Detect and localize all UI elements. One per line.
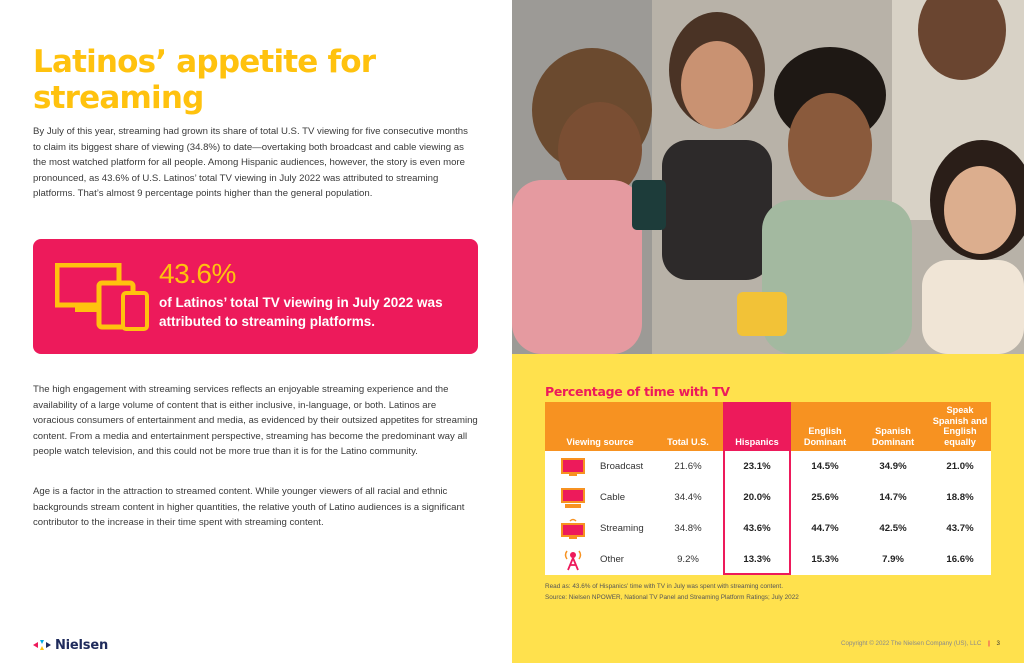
viewing-table: Viewing source Total U.S. Hispanics Engl… [545,402,991,575]
cell-total-us: 34.8% [674,523,702,534]
page-title: Latinos’ appetite for streaming [33,44,376,116]
header-english-dominant: English Dominant [803,426,847,447]
header-spanish-dominant: Spanish Dominant [871,426,915,447]
cell-hispanics: 43.6% [743,523,771,534]
stat-callout: 43.6% of Latinos’ total TV viewing in Ju… [33,239,478,354]
hero-photo [512,0,1024,354]
cell-speak-both: 21.0% [946,461,974,472]
header-speak-both: Speak Spanish and English equally [932,405,988,447]
table-title: Percentage of time with TV [545,384,730,399]
tv-broadcast-icon [561,458,585,476]
table-row-cable: Cable 34.4% 20.0% 25.6% 14.7% 18.8% [545,482,991,513]
engagement-paragraph: The high engagement with streaming servi… [33,384,478,458]
friends-photo-illustration [512,0,1024,354]
row-label: Streaming [600,523,644,534]
copyright-text: Copyright © 2022 The Nielsen Company (US… [841,640,982,647]
header-viewing-source: Viewing source [566,436,634,447]
source-note: Source: Nielsen NPOWER, National TV Pane… [545,594,799,601]
copyright-footer: Copyright © 2022 The Nielsen Company (US… [841,640,1000,647]
header-col-spanish: Spanish Dominant [861,402,925,451]
cell-hispanics: 20.0% [743,492,771,503]
antenna-icon [564,550,582,571]
cell-total-us: 21.6% [674,461,702,472]
read-as-note: Read as: 43.6% of Hispanics’ time with T… [545,583,783,590]
cell-spanish-dominant: 34.9% [879,461,907,472]
footer-divider: | [988,640,990,647]
cell-speak-both: 18.8% [946,492,974,503]
cell-spanish-dominant: 14.7% [879,492,907,503]
cell-english-dominant: 15.3% [811,554,839,565]
nielsen-logo: Nielsen [33,637,108,653]
table-row-other: Other 9.2% 13.3% 15.3% 7.9% 16.6% [545,544,991,575]
intro-paragraph: By July of this year, streaming had grow… [33,126,468,200]
nielsen-logo-icon [33,640,51,650]
cell-total-us: 34.4% [674,492,702,503]
row-label: Other [600,554,624,565]
cell-english-dominant: 25.6% [811,492,839,503]
table-row-streaming: Streaming 34.8% 43.6% 44.7% 42.5% 43.7% [545,513,991,544]
tv-streaming-icon [561,518,585,539]
cell-speak-both: 16.6% [946,554,974,565]
table-panel: Percentage of time with TV Viewing sourc… [512,354,1024,663]
row-label: Broadcast [600,461,644,472]
row-label: Cable [600,492,626,503]
header-col-both: Speak Spanish and English equally [929,402,991,451]
cell-hispanics: 23.1% [743,461,771,472]
cell-spanish-dominant: 7.9% [882,554,904,565]
cell-english-dominant: 14.5% [811,461,839,472]
cell-english-dominant: 44.7% [811,523,839,534]
age-paragraph: Age is a factor in the attraction to str… [33,486,465,529]
header-col-english: English Dominant [793,402,857,451]
page-number: 3 [996,640,1000,647]
callout-value: 43.6% [159,258,236,289]
table-row-broadcast: Broadcast 21.6% 23.1% 14.5% 34.9% 21.0% [545,451,991,482]
tv-cable-icon [561,488,585,508]
cell-spanish-dominant: 42.5% [879,523,907,534]
devices-icon [55,263,149,331]
logo-text: Nielsen [55,637,109,653]
callout-text: of Latinos’ total TV viewing in July 202… [159,295,443,329]
header-hispanics: Hispanics [735,437,779,447]
cell-hispanics: 13.3% [743,554,771,565]
cell-speak-both: 43.7% [946,523,974,534]
header-total-us: Total U.S. [667,436,709,447]
left-column: Latinos’ appetite for streaming By July … [33,44,478,653]
hispanics-header-cell: Hispanics [723,402,791,451]
cell-total-us: 9.2% [677,554,699,565]
table-body: Broadcast 21.6% 23.1% 14.5% 34.9% 21.0% … [545,451,991,575]
